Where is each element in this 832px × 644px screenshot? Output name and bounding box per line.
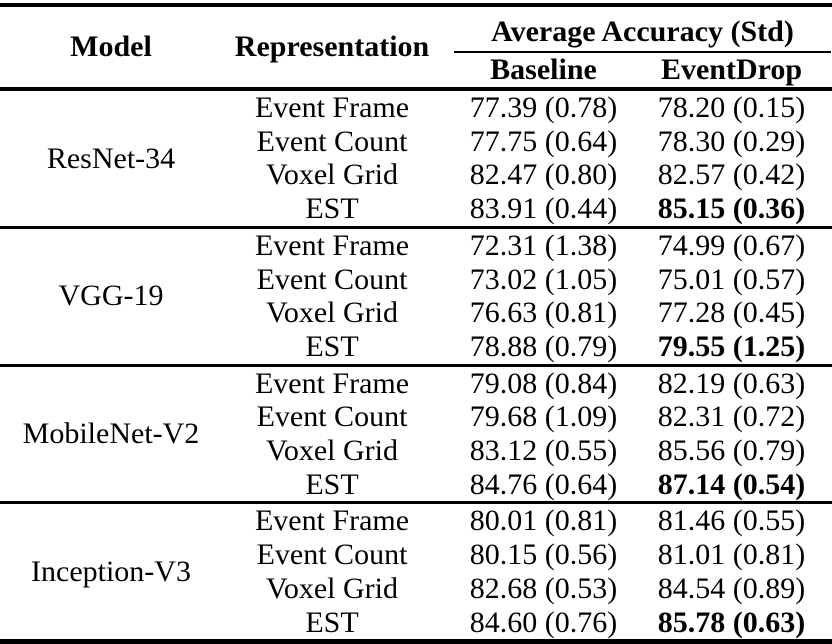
baseline-value-cell: 83.91 (0.44) [469,192,618,226]
eventdrop-value-cell: 84.54 (0.89) [657,571,806,605]
eventdrop-value-cell: 82.31 (0.72) [657,400,806,434]
eventdrop-value-cell: 74.99 (0.67) [657,228,806,262]
representation-cell: EST [305,192,359,226]
baseline-value-cell: 79.68 (1.09) [469,400,618,434]
baseline-value-cell: 82.47 (0.80) [469,158,618,192]
representation-cell: Voxel Grid [266,158,398,192]
table-header: Model Representation Average Accuracy (S… [0,5,832,89]
representation-cell: Event Frame [254,504,410,538]
eventdrop-value-cell: 85.56 (0.79) [657,434,806,468]
header-row-top: Model Representation Average Accuracy (S… [0,5,832,63]
eventdrop-value-cell: 85.15 (0.36) [657,192,806,226]
table-row: MobileNet-V2 Event Frame 79.08 (0.84) 82… [0,365,832,451]
representation-cell: Voxel Grid [266,296,398,330]
table-row: Voxel Grid 82.68 (0.53) 84.54 (0.89) [0,572,832,606]
representation-cell: EST [305,329,359,363]
representation-cell: Event Frame [254,91,410,124]
header-row-sub: Baseline EventDrop [0,53,832,89]
table-row: EST 83.91 (0.44) 85.15 (0.36) [0,192,832,227]
baseline-value-cell: 82.68 (0.53) [469,571,618,605]
baseline-value-cell: 83.12 (0.55) [469,434,618,468]
baseline-value-cell: 73.02 (1.05) [469,262,618,296]
model-name-cell: ResNet-34 [46,141,176,175]
table-row: Event Count 80.15 (0.56) 81.01 (0.81) [0,538,832,572]
baseline-value-cell: 80.15 (0.56) [469,538,618,572]
col-header-accuracy-group: Average Accuracy (Std) [442,5,832,53]
table-row: Event Count 77.75 (0.64) 78.30 (0.29) [0,125,832,159]
col-header-eventdrop: EventDrop [660,53,803,86]
baseline-value-cell: 79.08 (0.84) [469,366,618,400]
eventdrop-value-cell: 77.28 (0.45) [657,296,806,330]
representation-cell: Event Count [256,538,408,572]
accuracy-group-label: Average Accuracy (Std) [454,15,831,53]
eventdrop-value-cell: 82.57 (0.42) [657,158,806,192]
representation-cell: Event Count [256,124,408,158]
baseline-value-cell: 77.75 (0.64) [469,124,618,158]
table-row: Event Count 79.68 (1.09) 82.31 (0.72) [0,400,832,434]
eventdrop-value-cell: 78.30 (0.29) [657,124,806,158]
representation-cell: Event Frame [254,228,410,262]
baseline-value-cell: 76.63 (0.81) [469,296,618,330]
baseline-value-cell: 84.60 (0.76) [469,605,618,639]
table-row: EST 84.60 (0.76) 85.78 (0.63) [0,606,832,642]
table-row: Event Count 73.02 (1.05) 75.01 (0.57) [0,263,832,297]
eventdrop-value-cell: 87.14 (0.54) [657,467,806,501]
table-row: Inception-V3 Event Frame 80.01 (0.81) 81… [0,503,832,588]
results-table: Model Representation Average Accuracy (S… [0,3,832,644]
baseline-value-cell: 72.31 (1.38) [469,228,618,262]
model-section-mobilenetv2: MobileNet-V2 Event Frame 79.08 (0.84) 82… [0,365,832,503]
col-header-baseline: Baseline [490,53,597,86]
baseline-value-cell: 84.76 (0.64) [469,467,618,501]
table-row: Voxel Grid 82.47 (0.80) 82.57 (0.42) [0,158,832,192]
representation-cell: Event Count [256,262,408,296]
model-section-inceptionv3: Inception-V3 Event Frame 80.01 (0.81) 81… [0,502,832,642]
model-section-resnet34: ResNet-34 Event Frame 77.39 (0.78) 78.20… [0,89,832,227]
table-row: ResNet-34 Event Frame 77.39 (0.78) 78.20… [0,89,832,175]
model-name-cell: VGG-19 [58,279,164,313]
model-section-vgg19: VGG-19 Event Frame 72.31 (1.38) 74.99 (0… [0,227,832,365]
eventdrop-value-cell: 75.01 (0.57) [657,262,806,296]
model-name-cell: MobileNet-V2 [22,417,200,451]
eventdrop-value-cell: 85.78 (0.63) [657,605,806,639]
representation-cell: Event Count [256,400,408,434]
baseline-value-cell: 80.01 (0.81) [469,504,618,538]
baseline-value-cell: 78.88 (0.79) [469,329,618,363]
model-name-cell: Inception-V3 [31,554,191,588]
table-row: EST 78.88 (0.79) 79.55 (1.25) [0,330,832,365]
col-header-representation: Representation [234,30,430,63]
representation-cell: EST [305,467,359,501]
table-row: VGG-19 Event Frame 72.31 (1.38) 74.99 (0… [0,227,832,313]
eventdrop-value-cell: 81.01 (0.81) [657,538,806,572]
col-header-model: Model [70,30,152,63]
eventdrop-value-cell: 78.20 (0.15) [657,91,806,124]
eventdrop-value-cell: 81.46 (0.55) [657,504,806,538]
eventdrop-value-cell: 79.55 (1.25) [657,329,806,363]
table-row: Voxel Grid 83.12 (0.55) 85.56 (0.79) [0,434,832,468]
representation-cell: EST [305,605,359,639]
baseline-value-cell: 77.39 (0.78) [469,91,618,124]
representation-cell: Event Frame [254,366,410,400]
eventdrop-value-cell: 82.19 (0.63) [657,366,806,400]
representation-cell: Voxel Grid [266,571,398,605]
table-row: Voxel Grid 76.63 (0.81) 77.28 (0.45) [0,296,832,330]
table-row: EST 84.76 (0.64) 87.14 (0.54) [0,468,832,503]
representation-cell: Voxel Grid [266,434,398,468]
